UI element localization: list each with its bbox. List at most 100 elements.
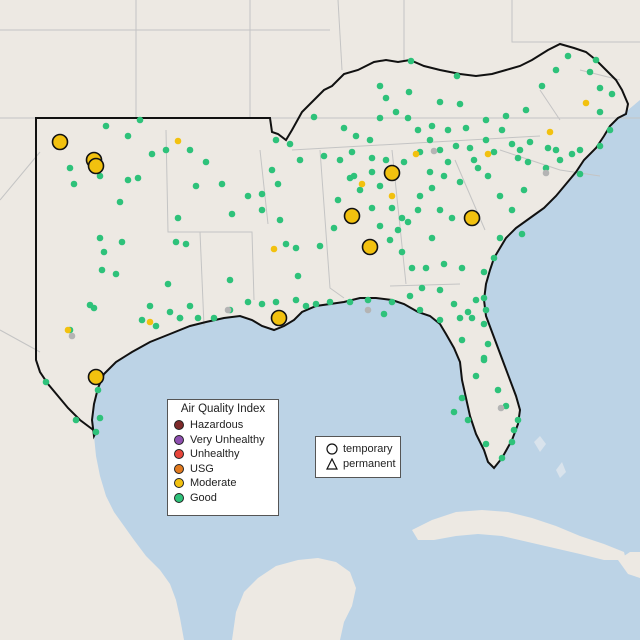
good-station-marker[interactable] (42, 378, 50, 386)
good-station-marker[interactable] (124, 176, 132, 184)
good-station-marker[interactable] (376, 82, 384, 90)
good-station-marker[interactable] (586, 68, 594, 76)
good-station-marker[interactable] (164, 280, 172, 288)
good-station-marker[interactable] (96, 234, 104, 242)
good-station-marker[interactable] (482, 306, 490, 314)
inactive-station-marker[interactable] (542, 169, 550, 177)
moderate-station-marker[interactable] (174, 137, 182, 145)
good-station-marker[interactable] (436, 146, 444, 154)
good-station-marker[interactable] (202, 158, 210, 166)
good-station-marker[interactable] (282, 240, 290, 248)
good-station-marker[interactable] (472, 296, 480, 304)
good-station-marker[interactable] (218, 180, 226, 188)
good-station-marker[interactable] (436, 206, 444, 214)
good-station-marker[interactable] (490, 254, 498, 262)
good-station-marker[interactable] (408, 264, 416, 272)
good-station-marker[interactable] (426, 136, 434, 144)
good-station-marker[interactable] (480, 354, 488, 362)
good-station-marker[interactable] (524, 158, 532, 166)
good-station-marker[interactable] (98, 266, 106, 274)
good-station-marker[interactable] (100, 248, 108, 256)
good-station-marker[interactable] (436, 316, 444, 324)
good-station-marker[interactable] (428, 184, 436, 192)
good-station-marker[interactable] (182, 240, 190, 248)
good-station-marker[interactable] (508, 438, 516, 446)
good-station-marker[interactable] (334, 196, 342, 204)
good-station-marker[interactable] (320, 152, 328, 160)
good-station-marker[interactable] (376, 222, 384, 230)
good-station-marker[interactable] (522, 106, 530, 114)
good-station-marker[interactable] (458, 336, 466, 344)
good-station-marker[interactable] (472, 372, 480, 380)
moderate-temporary-station-marker[interactable] (343, 207, 361, 225)
good-station-marker[interactable] (302, 302, 310, 310)
good-station-marker[interactable] (368, 168, 376, 176)
good-station-marker[interactable] (568, 150, 576, 158)
good-station-marker[interactable] (118, 238, 126, 246)
good-station-marker[interactable] (152, 322, 160, 330)
good-station-marker[interactable] (174, 214, 182, 222)
good-station-marker[interactable] (368, 204, 376, 212)
good-station-marker[interactable] (414, 126, 422, 134)
good-station-marker[interactable] (456, 100, 464, 108)
good-station-marker[interactable] (90, 304, 98, 312)
good-station-marker[interactable] (444, 158, 452, 166)
good-station-marker[interactable] (258, 300, 266, 308)
good-station-marker[interactable] (70, 180, 78, 188)
good-station-marker[interactable] (66, 164, 74, 172)
good-station-marker[interactable] (428, 122, 436, 130)
good-station-marker[interactable] (596, 142, 604, 150)
good-station-marker[interactable] (592, 56, 600, 64)
good-station-marker[interactable] (494, 386, 502, 394)
good-station-marker[interactable] (496, 192, 504, 200)
good-station-marker[interactable] (596, 108, 604, 116)
good-station-marker[interactable] (552, 66, 560, 74)
good-station-marker[interactable] (458, 394, 466, 402)
good-station-marker[interactable] (456, 314, 464, 322)
good-station-marker[interactable] (244, 192, 252, 200)
good-station-marker[interactable] (274, 180, 282, 188)
good-station-marker[interactable] (405, 88, 413, 96)
good-station-marker[interactable] (166, 308, 174, 316)
good-station-marker[interactable] (346, 298, 354, 306)
good-station-marker[interactable] (258, 190, 266, 198)
good-station-marker[interactable] (542, 164, 550, 172)
good-station-marker[interactable] (228, 210, 236, 218)
moderate-station-marker[interactable] (64, 326, 72, 334)
good-station-marker[interactable] (148, 150, 156, 158)
good-station-marker[interactable] (407, 57, 415, 65)
moderate-station-marker[interactable] (484, 150, 492, 158)
good-station-marker[interactable] (292, 296, 300, 304)
good-station-marker[interactable] (258, 206, 266, 214)
good-station-marker[interactable] (510, 426, 518, 434)
good-station-marker[interactable] (146, 302, 154, 310)
good-station-marker[interactable] (92, 428, 100, 436)
good-station-marker[interactable] (276, 216, 284, 224)
good-station-marker[interactable] (484, 340, 492, 348)
inactive-station-marker[interactable] (224, 306, 232, 314)
good-station-marker[interactable] (162, 146, 170, 154)
good-station-marker[interactable] (416, 192, 424, 200)
good-station-marker[interactable] (272, 136, 280, 144)
good-station-marker[interactable] (382, 156, 390, 164)
good-station-marker[interactable] (312, 300, 320, 308)
good-station-marker[interactable] (468, 314, 476, 322)
good-station-marker[interactable] (490, 148, 498, 156)
good-station-marker[interactable] (436, 286, 444, 294)
good-station-marker[interactable] (428, 234, 436, 242)
good-station-marker[interactable] (244, 298, 252, 306)
moderate-temporary-station-marker[interactable] (383, 164, 401, 182)
good-station-marker[interactable] (366, 136, 374, 144)
good-station-marker[interactable] (520, 186, 528, 194)
good-station-marker[interactable] (96, 414, 104, 422)
moderate-station-marker[interactable] (146, 318, 154, 326)
good-station-marker[interactable] (514, 154, 522, 162)
good-station-marker[interactable] (136, 116, 144, 124)
good-station-marker[interactable] (336, 156, 344, 164)
good-station-marker[interactable] (292, 244, 300, 252)
good-station-marker[interactable] (376, 114, 384, 122)
good-station-marker[interactable] (538, 82, 546, 90)
good-station-marker[interactable] (72, 416, 80, 424)
good-station-marker[interactable] (192, 182, 200, 190)
moderate-station-marker[interactable] (270, 245, 278, 253)
